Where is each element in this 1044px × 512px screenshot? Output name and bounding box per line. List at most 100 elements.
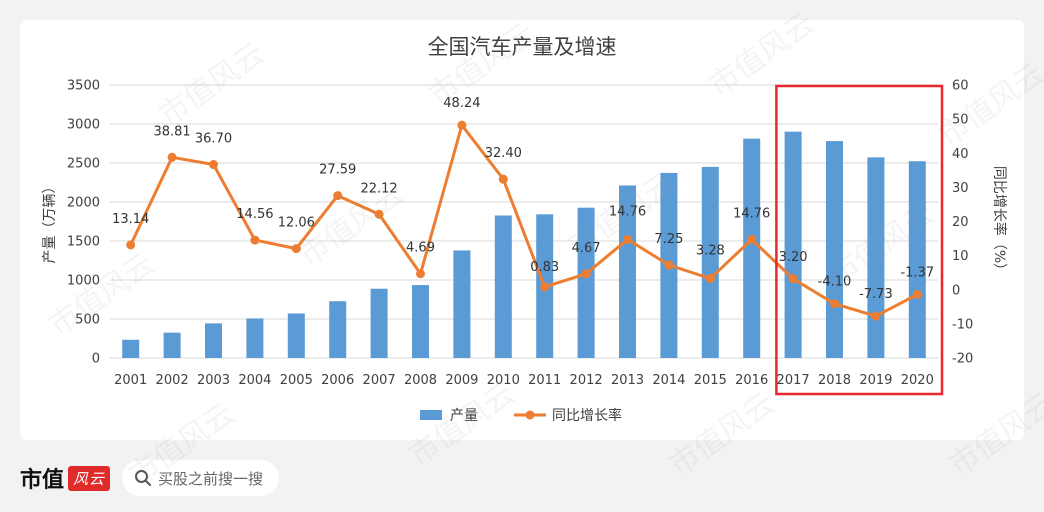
growth-rate-point (416, 269, 425, 279)
growth-rate-point (126, 240, 136, 250)
x-tick-label: 2012 (570, 373, 603, 388)
bar-production (494, 215, 512, 358)
y-left-tick-label: 2500 (67, 157, 100, 172)
growth-rate-point (457, 120, 467, 130)
x-tick-label: 2001 (114, 373, 147, 388)
y-right-tick-label: 30 (952, 181, 969, 196)
legend-label-growth: 同比增长率 (552, 407, 622, 424)
legend-label-production: 产量 (450, 408, 478, 424)
x-tick-label: 2005 (280, 373, 313, 388)
growth-rate-data-label: 3.28 (696, 244, 725, 259)
x-tick-label: 2014 (652, 373, 685, 388)
bar-production (701, 166, 719, 358)
search-icon (135, 470, 152, 486)
growth-rate-point (664, 260, 674, 270)
y-left-axis-title: 产量（万辆） (42, 180, 58, 264)
chart-title: 全国汽车产量及增速 (428, 35, 617, 59)
y-left-tick-label: 2000 (67, 196, 100, 211)
growth-rate-data-label: 4.67 (572, 241, 601, 256)
growth-rate-point (498, 174, 508, 184)
growth-rate-point (747, 234, 757, 244)
bar-production (619, 185, 636, 358)
y-right-tick-label: 50 (952, 113, 969, 128)
growth-rate-data-label: 14.76 (733, 206, 770, 221)
y-left-tick-label: 3000 (67, 118, 100, 133)
x-tick-label: 2013 (611, 373, 644, 388)
x-tick-label: 2003 (197, 373, 230, 388)
search-box[interactable]: 买股之前搜一搜 (122, 460, 280, 496)
bar-production (122, 339, 140, 358)
growth-rate-data-label: 32.40 (485, 146, 522, 161)
y-right-tick-label: -20 (952, 352, 973, 367)
growth-rate-data-label: 48.24 (443, 96, 480, 111)
x-tick-label: 2010 (487, 373, 520, 388)
growth-rate-data-label: -7.73 (859, 287, 893, 302)
x-tick-label: 2020 (901, 373, 934, 388)
growth-rate-line (129, 123, 918, 318)
y-right-axis-title: 同比增长率（%） (991, 166, 1008, 277)
brand-logo[interactable]: 市值 风云 (20, 462, 111, 494)
x-tick-label: 2017 (777, 373, 810, 388)
brand-seal: 风云 (68, 465, 111, 491)
y-left-tick-label: 500 (75, 313, 100, 328)
y-right-tick-label: 40 (952, 147, 969, 162)
growth-rate-data-label: 4.69 (406, 241, 435, 256)
bar-production (163, 332, 181, 358)
brand-text: 市值 (20, 467, 65, 493)
growth-rate-data-label: 3.20 (779, 250, 808, 265)
growth-rate-data-label: 13.14 (112, 212, 149, 227)
bar-production (867, 157, 885, 358)
growth-rate-point (581, 269, 591, 279)
y-right-tick-label: 60 (952, 79, 969, 94)
growth-rate-point (291, 244, 301, 254)
legend-swatch-growth-point (525, 410, 535, 420)
bar-production (908, 161, 926, 358)
bar-production (370, 288, 388, 358)
bar-production (577, 207, 595, 358)
bar-production (329, 301, 347, 358)
growth-rate-data-label: 38.81 (153, 124, 190, 139)
bar-production (453, 250, 471, 358)
growth-rate-point (871, 311, 881, 321)
growth-rate-data-label: 7.25 (654, 232, 683, 247)
growth-rate-data-label: -1.37 (900, 265, 934, 280)
y-left-tick-label: 3500 (67, 79, 100, 94)
growth-rate-data-label: 0.83 (530, 260, 559, 275)
highlight-box (775, 84, 944, 396)
x-tick-label: 2006 (321, 373, 354, 388)
growth-rate-data-label: -4.10 (818, 275, 852, 290)
bar-production (205, 323, 222, 358)
x-tick-label: 2009 (445, 373, 478, 388)
growth-rate-point (788, 274, 798, 284)
growth-rate-data-label: 14.76 (609, 204, 646, 219)
growth-rate-data-label: 12.06 (278, 216, 315, 231)
bar-production (412, 285, 429, 358)
growth-rate-point (623, 234, 632, 244)
y-left-tick-label: 1500 (67, 235, 100, 250)
x-tick-label: 2008 (404, 373, 437, 388)
growth-rate-point (250, 235, 260, 245)
growth-rate-point (333, 191, 343, 201)
bar-production (246, 318, 264, 358)
x-tick-label: 2019 (859, 373, 892, 388)
chart: 全国汽车产量及增速 0 500 1000 1500 2000 2500 3000 3500 -20… (42, 35, 1008, 424)
y-right-tick-label: 10 (952, 249, 969, 264)
growth-rate-data-label: 22.12 (360, 181, 397, 196)
x-tick-label: 2015 (694, 373, 727, 388)
x-tick-label: 2002 (156, 373, 189, 388)
footer-bar: 市值 风云 买股之前搜一搜 (20, 458, 620, 498)
x-tick-label: 2007 (363, 373, 396, 388)
y-right-tick-label: -10 (952, 317, 973, 332)
bar-production (826, 141, 843, 358)
y-left-tick-label: 0 (92, 352, 100, 367)
growth-rate-point (167, 152, 177, 162)
search-placeholder: 买股之前搜一搜 (158, 469, 264, 488)
chart-card: 全国汽车产量及增速 0 500 1000 1500 2000 2500 3000 3500 -20… (20, 20, 1024, 440)
x-tick-label: 2016 (735, 373, 768, 388)
growth-rate-data-label: 27.59 (319, 163, 356, 178)
x-tick-label: 2011 (528, 373, 561, 388)
growth-rate-point (705, 274, 715, 284)
y-left-tick-label: 1000 (67, 274, 100, 289)
growth-rate-data-label: 14.56 (236, 207, 273, 222)
growth-rate-point (209, 160, 218, 170)
